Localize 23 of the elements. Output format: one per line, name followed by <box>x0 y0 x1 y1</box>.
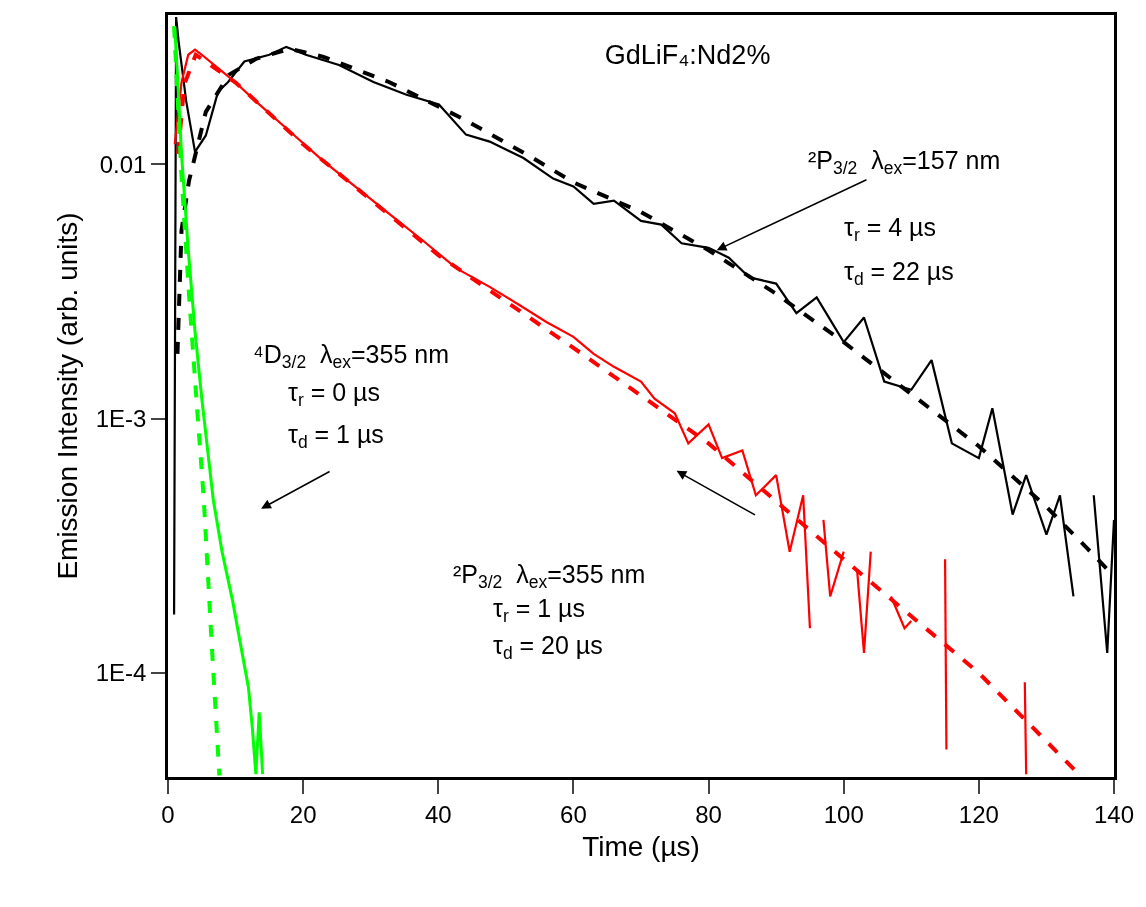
y-tick-label: 1E-4 <box>95 659 147 687</box>
x-tick-label: 0 <box>161 800 175 828</box>
x-tick-label: 100 <box>823 800 864 828</box>
x-tick-label: 140 <box>1093 800 1135 828</box>
text: GdLiF₄:Nd2% <box>604 40 771 71</box>
x-tick-label: 40 <box>424 800 452 828</box>
annotation: τ$_{r}$ = 4 µs <box>844 213 936 246</box>
x-tick-label: 20 <box>289 800 317 828</box>
annotation: ⁴D$_{3/2}$ λ$_{ex}$=355 nm <box>253 340 450 373</box>
annotation: τ$_{r}$ = 1 µs <box>493 594 585 627</box>
annotation: τ$_{d}$ = 22 µs <box>844 257 954 290</box>
x-tick-label: 80 <box>695 800 722 828</box>
annotation: τ$_{d}$ = 20 µs <box>493 631 603 664</box>
annotation: τ$_{d}$ = 1 µs <box>288 420 384 453</box>
y-axis-title: Emission Intensity (arb. units) <box>52 212 84 580</box>
x-tick-label: 60 <box>560 800 587 828</box>
annotation: ²P$_{3/2}$ λ$_{ex}$=355 nm <box>453 560 646 593</box>
x-tick-label: 120 <box>958 800 999 828</box>
x-axis-title: Time (µs) <box>582 830 700 862</box>
y-tick-label: 1E-3 <box>95 405 147 433</box>
annotation: τ$_{r}$ = 0 µs <box>288 378 380 411</box>
y-tick-label: 0.01 <box>99 150 147 178</box>
annotation: ²P$_{3/2}$ λ$_{ex}$=157 nm <box>808 146 1001 179</box>
